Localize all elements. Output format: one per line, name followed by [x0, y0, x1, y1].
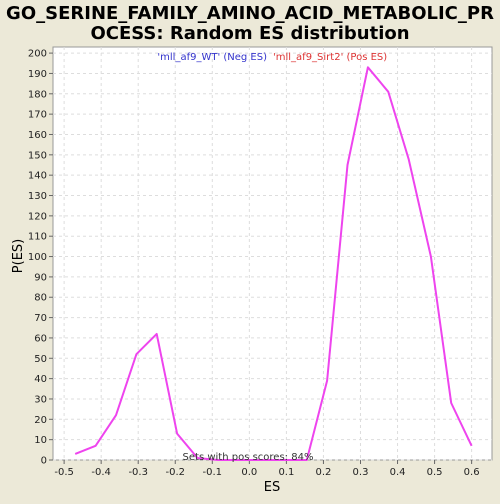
x-tick-label: 0.6: [464, 467, 480, 478]
x-tick-label: 0.0: [241, 467, 257, 478]
y-tick-label: 200: [28, 49, 47, 60]
pos-scores-annotation: Sets with pos scores: 84%: [183, 452, 314, 463]
chart-title-line-2: OCESS: Random ES distribution: [90, 23, 409, 44]
y-tick-label: 80: [34, 293, 47, 304]
y-tick-label: 0: [41, 456, 47, 467]
x-tick-label: -0.2: [165, 467, 185, 478]
chart-title-line-1: GO_SERINE_FAMILY_AMINO_ACID_METABOLIC_PR: [6, 3, 494, 24]
y-tick-label: 180: [28, 89, 47, 100]
y-tick-label: 20: [34, 415, 47, 426]
y-tick-label: 70: [34, 313, 47, 324]
legend-entry-neg-es: 'mll_af9_WT' (Neg ES): [157, 52, 267, 63]
x-tick-label: 0.4: [390, 467, 406, 478]
legend-entry-pos-es: 'mll_af9_Sirt2' (Pos ES): [273, 52, 387, 63]
x-tick-label: 0.3: [353, 467, 369, 478]
x-tick-label: -0.3: [128, 467, 148, 478]
y-tick-label: 140: [28, 171, 47, 182]
es-distribution-line: [74, 66, 473, 461]
y-tick-label: 190: [28, 69, 47, 80]
axes: 0 10 20 30 40 50 60 70 80 90 100 110 120 130 140 150 160…: [28, 49, 480, 478]
plot-area: [52, 46, 493, 461]
y-tick-label: 30: [34, 394, 47, 405]
gridlines: [53, 47, 492, 461]
y-tick-label: 110: [28, 232, 47, 243]
y-tick-label: 40: [34, 374, 47, 385]
y-axis-label: P(ES): [11, 239, 26, 273]
y-tick-label: 50: [34, 354, 47, 365]
y-tick-label: 130: [28, 191, 47, 202]
y-tick-label: 160: [28, 130, 47, 141]
x-tick-label: 0.1: [278, 467, 294, 478]
y-tick-label: 150: [28, 150, 47, 161]
x-tick-label: 0.5: [427, 467, 443, 478]
x-tick-label: 0.2: [315, 467, 331, 478]
x-tick-label: -0.4: [91, 467, 111, 478]
y-tick-label: 60: [34, 333, 47, 344]
y-tick-label: 170: [28, 110, 47, 121]
y-tick-label: 90: [34, 272, 47, 283]
y-tick-label: 10: [34, 435, 47, 446]
y-tick-label: 100: [28, 252, 47, 263]
x-tick-label: -0.5: [54, 467, 74, 478]
x-tick-label: -0.1: [203, 467, 223, 478]
y-tick-label: 120: [28, 211, 47, 222]
series: [74, 66, 473, 461]
x-axis-label: ES: [264, 480, 280, 495]
